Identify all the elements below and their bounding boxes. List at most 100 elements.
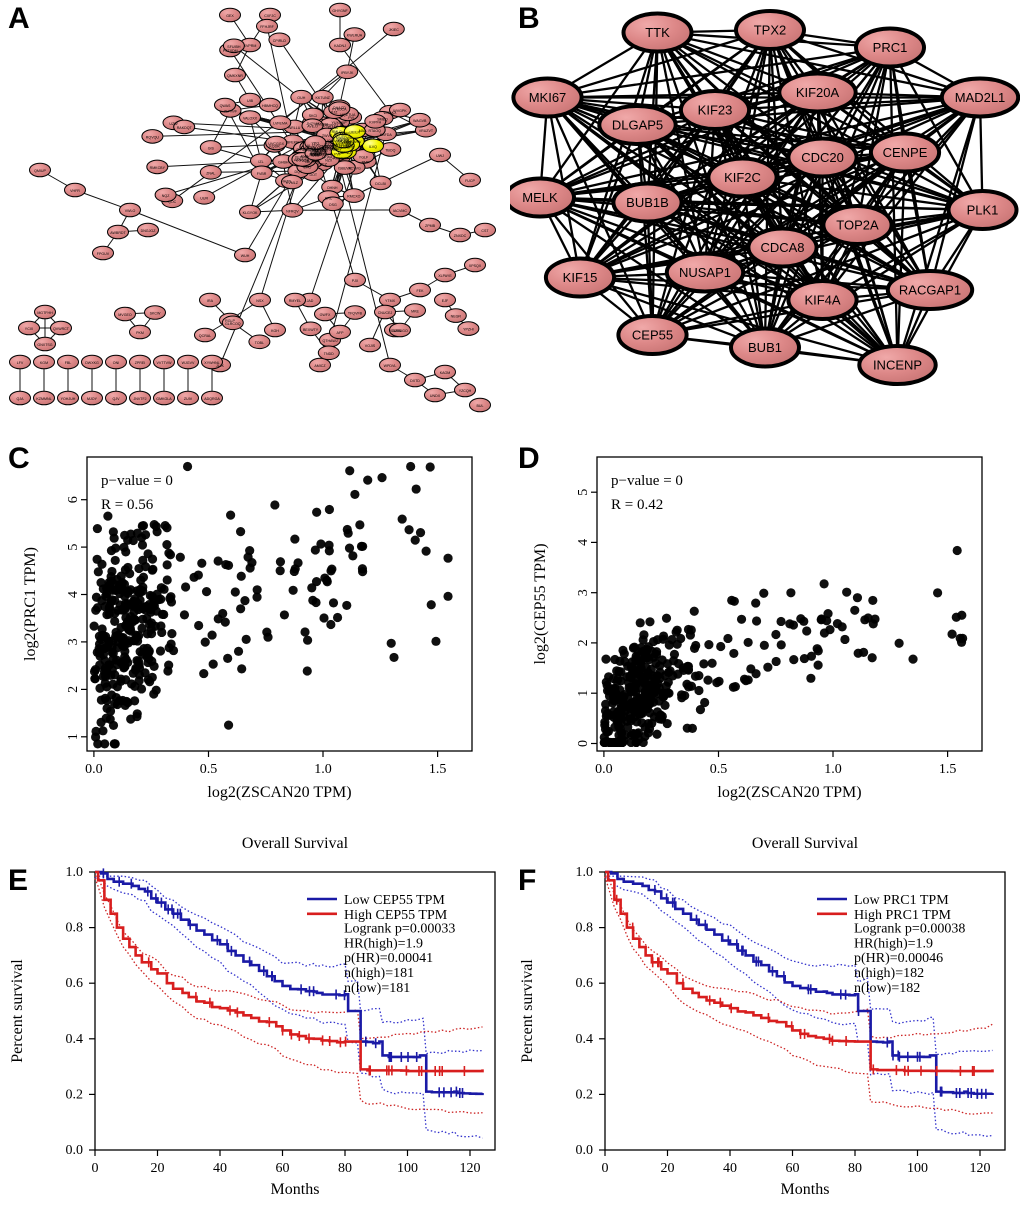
svg-text:OOADB: OOADB [334, 132, 348, 136]
svg-text:80: 80 [848, 1161, 862, 1176]
svg-text:R = 0.42: R = 0.42 [611, 497, 663, 513]
svg-text:0: 0 [576, 740, 591, 747]
svg-text:NUSAP1: NUSAP1 [679, 265, 731, 280]
svg-text:GHBH: GHBH [278, 161, 289, 165]
svg-text:HQETUA: HQETUA [340, 113, 356, 117]
svg-text:DWXKG: DWXKG [85, 361, 99, 365]
svg-text:log2(ZSCAN20 TPM): log2(ZSCAN20 TPM) [717, 784, 861, 801]
svg-text:KAOM: KAOM [440, 371, 451, 375]
svg-text:QMKXNR: QMKXNR [227, 74, 243, 78]
svg-text:RMKCBY: RMKCBY [150, 166, 166, 170]
svg-text:TOP2A: TOP2A [836, 218, 879, 233]
svg-text:BUB1B: BUB1B [626, 195, 669, 210]
svg-text:Overall Survival: Overall Survival [242, 835, 349, 852]
svg-text:Percent survival: Percent survival [519, 959, 536, 1063]
svg-text:WUH: WUH [241, 254, 250, 258]
svg-text:40: 40 [723, 1161, 737, 1176]
svg-text:0.0: 0.0 [85, 762, 103, 777]
svg-text:QVWRCT: QVWRCT [53, 327, 70, 331]
svg-text:XLPAYE: XLPAYE [438, 274, 452, 278]
svg-text:0.0: 0.0 [66, 1143, 84, 1158]
svg-text:QJA: QJA [17, 397, 25, 401]
svg-text:2: 2 [66, 686, 81, 693]
svg-text:0.5: 0.5 [200, 762, 218, 777]
svg-text:MAD2L1: MAD2L1 [955, 90, 1006, 105]
svg-text:WAGVB: WAGVB [413, 119, 427, 123]
svg-text:CST: CST [481, 229, 489, 233]
svg-text:XYWHNL: XYWHNL [204, 361, 219, 365]
svg-text:0: 0 [92, 1161, 99, 1176]
svg-text:60: 60 [276, 1161, 290, 1176]
svg-text:AFP: AFP [337, 331, 345, 335]
svg-text:UIB: UIB [247, 99, 254, 103]
svg-text:AWBRDT: AWBRDT [110, 231, 126, 235]
svg-text:1.5: 1.5 [939, 762, 957, 777]
svg-text:ZPREI: ZPREI [135, 361, 146, 365]
svg-text:UUR: UUR [200, 196, 208, 200]
svg-text:Low PRC1 TPM: Low PRC1 TPM [854, 893, 949, 908]
svg-text:MJOY: MJOY [87, 397, 98, 401]
svg-text:GIS: GIS [208, 146, 215, 150]
svg-text:E: E [8, 864, 28, 897]
svg-text:PLK1: PLK1 [967, 203, 999, 218]
svg-text:QWAS: QWAS [220, 104, 231, 108]
svg-text:D: D [518, 442, 540, 475]
svg-text:1.0: 1.0 [314, 762, 332, 777]
svg-text:UEILR: UEILR [350, 131, 361, 135]
svg-text:0.6: 0.6 [576, 976, 594, 991]
svg-text:AMICZ: AMICZ [314, 364, 326, 368]
svg-text:DRE: DRE [338, 151, 346, 155]
svg-text:KIF2C: KIF2C [724, 170, 761, 185]
svg-text:4: 4 [66, 591, 81, 598]
svg-text:High CEP55 TPM: High CEP55 TPM [344, 908, 448, 923]
svg-text:UNDX: UNDX [430, 394, 441, 398]
svg-text:F: F [518, 864, 536, 897]
svg-text:log2(PRC1 TPM): log2(PRC1 TPM) [22, 547, 39, 661]
svg-text:1.5: 1.5 [429, 762, 447, 777]
svg-text:BUB1: BUB1 [748, 340, 782, 355]
svg-text:BUL: BUL [477, 404, 484, 408]
svg-text:KIF23: KIF23 [698, 103, 733, 118]
svg-text:UWJ: UWJ [436, 154, 444, 158]
svg-text:CEP55: CEP55 [632, 328, 673, 343]
svg-text:ZUIV: ZUIV [184, 397, 193, 401]
svg-text:B: B [518, 2, 540, 35]
svg-text:p−value = 0: p−value = 0 [101, 473, 173, 489]
svg-text:20: 20 [661, 1161, 675, 1176]
svg-text:YOHJUH: YOHJUH [61, 397, 76, 401]
svg-text:DOT: DOT [310, 173, 318, 177]
svg-text:TPX2: TPX2 [754, 23, 787, 38]
svg-text:5: 5 [66, 544, 81, 551]
svg-text:KLGYOK: KLGYOK [243, 211, 258, 215]
svg-text:RQVQU: RQVQU [146, 135, 160, 139]
svg-text:KBFDA: KBFDA [380, 133, 393, 137]
svg-text:WVGPK: WVGPK [393, 109, 407, 113]
svg-text:YGLF: YGLF [359, 155, 369, 159]
svg-text:GFBLB: GFBLB [310, 152, 322, 156]
svg-text:Percent survival: Percent survival [9, 959, 26, 1063]
svg-text:MKI67: MKI67 [529, 90, 567, 105]
svg-text:HR(high)=1.9: HR(high)=1.9 [344, 936, 423, 951]
svg-text:PSTXDM: PSTXDM [223, 49, 238, 53]
svg-text:TTK: TTK [645, 25, 670, 40]
svg-text:HBMHCQ: HBMHCQ [262, 104, 278, 108]
svg-text:BFEKR: BFEKR [287, 141, 299, 145]
svg-text:UVCGGX: UVCGGX [268, 142, 284, 146]
svg-text:IRA: IRA [207, 299, 214, 303]
svg-text:TBOQ: TBOQ [385, 148, 395, 152]
svg-text:GZBUGO: GZBUGO [392, 329, 408, 333]
svg-text:ZWVS: ZWVS [322, 134, 333, 138]
svg-text:KADNJ: KADNJ [334, 44, 346, 48]
svg-text:DCLBI: DCLBI [375, 182, 386, 186]
svg-text:AST: AST [321, 147, 329, 151]
svg-text:n(low)=182: n(low)=182 [854, 981, 920, 996]
svg-text:PKM: PKM [136, 331, 144, 335]
svg-text:6: 6 [66, 496, 81, 503]
svg-text:n(high)=182: n(high)=182 [854, 966, 924, 981]
svg-text:60: 60 [786, 1161, 800, 1176]
svg-text:KIF20A: KIF20A [796, 85, 840, 100]
svg-text:CNUCEJ: CNUCEJ [378, 311, 393, 315]
svg-text:VWLO: VWLO [125, 209, 136, 213]
svg-text:2: 2 [576, 639, 591, 646]
svg-text:OUH: OUH [297, 96, 305, 100]
